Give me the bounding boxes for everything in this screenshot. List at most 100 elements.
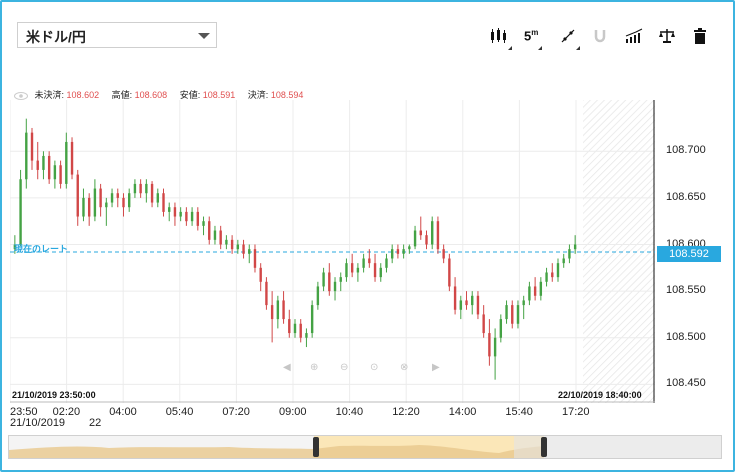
candle-body xyxy=(248,249,251,254)
candle-body xyxy=(471,295,474,306)
zoom-out-icon[interactable]: ⊖ xyxy=(340,362,349,373)
candle-body xyxy=(516,305,520,324)
candle-body xyxy=(448,258,451,287)
drawing-tools-button[interactable] xyxy=(560,28,580,50)
navigator-left-handle[interactable] xyxy=(313,437,319,457)
scroll-left-icon[interactable]: ◀ xyxy=(283,362,291,373)
candle-body xyxy=(150,183,154,203)
candle-body xyxy=(345,263,348,278)
candle-body xyxy=(116,193,119,198)
candle-body xyxy=(379,267,382,278)
candle-body xyxy=(70,141,74,175)
candle-body xyxy=(276,300,280,320)
candle-body xyxy=(253,249,257,268)
candle-body xyxy=(59,165,62,184)
close-label: 未決済: xyxy=(34,90,65,100)
candle-body xyxy=(179,211,182,217)
delete-button[interactable] xyxy=(693,28,707,48)
x-tick-label: 04:00 xyxy=(109,406,137,418)
compare-button[interactable] xyxy=(658,28,676,48)
candle-body xyxy=(208,221,211,240)
y-tick-label: 108.450 xyxy=(666,377,706,390)
navigator-right-handle[interactable] xyxy=(541,437,547,457)
candle-body xyxy=(53,165,57,180)
candle-body xyxy=(288,319,291,334)
candle-body xyxy=(442,249,445,259)
eye-icon[interactable] xyxy=(14,91,28,100)
indicators-button[interactable] xyxy=(625,28,643,48)
candle-body xyxy=(13,244,17,250)
candle-body xyxy=(533,286,537,296)
candle-body xyxy=(453,286,457,310)
last-label: 決済: xyxy=(247,90,269,100)
candle-body xyxy=(225,239,228,245)
candle-body xyxy=(568,249,571,259)
candle-body xyxy=(36,160,39,170)
x-tick-label: 14:00 xyxy=(448,406,477,418)
scale-icon xyxy=(659,29,675,43)
candle-body xyxy=(139,183,142,194)
magnet-button[interactable] xyxy=(593,28,607,48)
candle-body xyxy=(425,235,428,245)
candle-body xyxy=(522,300,525,306)
candle-body xyxy=(82,197,85,217)
candle-body xyxy=(87,197,91,217)
interval-value: 5 xyxy=(524,28,532,44)
zoom-reset-icon[interactable]: ⊙ xyxy=(370,362,379,373)
candle-body xyxy=(539,281,543,296)
candle-body xyxy=(76,174,79,217)
time-navigator[interactable] xyxy=(8,435,722,459)
candle-body xyxy=(350,263,354,273)
quote-info: 未決済: 108.602 高値: 108.608 安値: 108.591 決済:… xyxy=(14,88,313,101)
x-date-start: 21/10/2019 xyxy=(10,417,66,429)
candle-body xyxy=(133,183,137,194)
y-tick-label: 108.550 xyxy=(666,284,706,297)
candle-body xyxy=(545,272,548,282)
chevron-down-icon xyxy=(198,33,210,39)
high-label: 高値: xyxy=(111,90,133,100)
candle-body xyxy=(30,132,34,161)
interval-button[interactable]: 5m xyxy=(524,28,543,50)
currency-pair-select[interactable]: 米ドル/円 xyxy=(17,22,217,48)
candle-body xyxy=(362,258,365,268)
candle-body xyxy=(310,305,314,334)
zoom-in-icon[interactable]: ⊕ xyxy=(310,362,319,373)
x-tick-label: 15:40 xyxy=(505,406,533,418)
scroll-right-icon[interactable]: ▶ xyxy=(432,362,440,373)
candle-body xyxy=(356,267,360,273)
x-tick-label: 02:20 xyxy=(52,406,81,418)
price-chart[interactable] xyxy=(10,100,655,403)
candle-body xyxy=(190,211,194,222)
candle-body xyxy=(511,305,514,324)
x-tick-label: 23:50 xyxy=(10,406,38,418)
candle-body xyxy=(482,314,485,334)
candle-body xyxy=(459,300,462,310)
candle-body xyxy=(299,323,302,338)
candle-body xyxy=(156,193,159,203)
indicator-bars-icon xyxy=(625,28,643,43)
candle-body xyxy=(499,319,503,338)
navigator-area xyxy=(9,436,721,458)
candle-body xyxy=(368,258,371,264)
y-tick-label: 108.700 xyxy=(666,144,706,157)
candle-body xyxy=(402,249,405,254)
zoom-fit-icon[interactable]: ⊗ xyxy=(400,362,409,373)
candle-body xyxy=(65,141,68,184)
candle-body xyxy=(270,305,274,320)
candle-body xyxy=(168,207,171,212)
candle-body xyxy=(408,246,411,250)
candle-body xyxy=(196,211,200,226)
candle-body xyxy=(305,333,308,338)
x-tick-label: 09:00 xyxy=(279,406,307,418)
candle-body xyxy=(185,211,188,222)
candle-body xyxy=(493,337,497,357)
candle-body xyxy=(476,295,480,315)
candle-body xyxy=(162,193,165,212)
chart-type-button[interactable] xyxy=(490,28,512,50)
candle-body xyxy=(390,249,394,259)
candle-body xyxy=(385,258,388,268)
start-datetime: 21/10/2019 23:50:00 xyxy=(12,390,96,400)
candle-body xyxy=(213,230,217,240)
x-tick-label: 10:40 xyxy=(335,406,364,418)
candle-body xyxy=(488,333,491,357)
